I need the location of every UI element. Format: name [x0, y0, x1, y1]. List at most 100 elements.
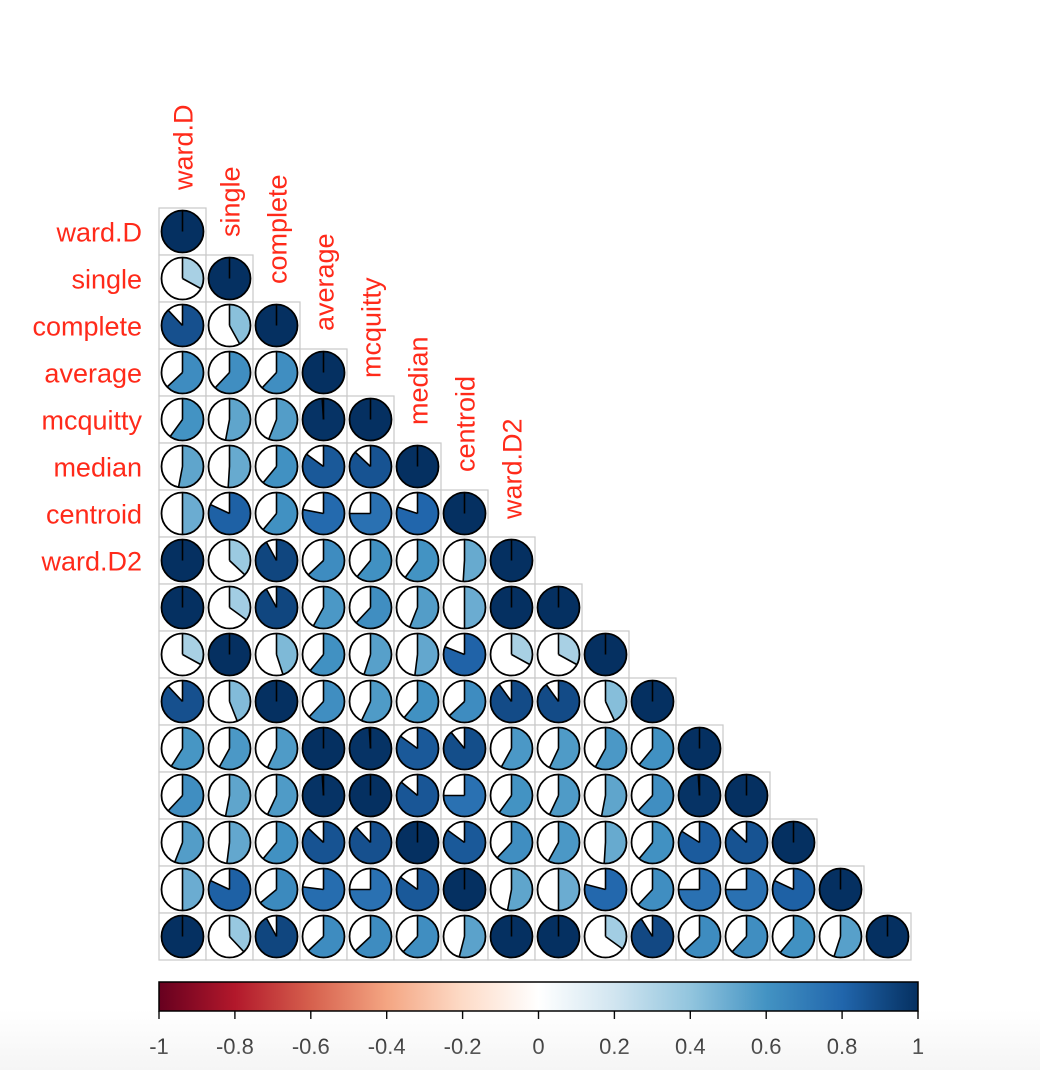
pie-wedge [268, 398, 298, 441]
pie-outline [536, 773, 581, 818]
colorbar-tick-label-8: 0.6 [751, 1034, 782, 1059]
pie-wedge [605, 680, 627, 721]
pie-edge-line [307, 827, 325, 844]
pie-outline [536, 914, 581, 959]
pie-edge-line [210, 879, 230, 891]
pie-cell-13-8 [536, 820, 581, 865]
pie-cell-8-4 [348, 585, 393, 630]
pie-outline [254, 350, 299, 395]
pie-wedge [276, 633, 298, 675]
row-label-1: single [71, 265, 142, 295]
pie-cell-9-2 [254, 632, 299, 677]
pie-edge-line [356, 559, 372, 578]
pie-wedge [548, 821, 580, 864]
pie-wedge [168, 774, 204, 817]
pie-edge-line [774, 879, 794, 891]
pie-cell-6-2 [254, 491, 299, 536]
pie-outline [254, 820, 299, 865]
pie-wedge [497, 821, 533, 864]
pie-edge-line [448, 700, 466, 717]
pie-cell-11-7 [489, 726, 534, 771]
pie-cell-12-5 [395, 773, 440, 818]
pie-edge-line [498, 795, 513, 813]
pie-wedge [313, 586, 345, 629]
pie-edge-line [355, 826, 372, 844]
pie-edge-line [637, 888, 654, 906]
pie-outline [677, 820, 722, 865]
pie-cell-10-5 [395, 679, 440, 724]
pie-outline [536, 679, 581, 724]
pie-wedge [263, 492, 298, 535]
pie-edge-line [266, 795, 278, 815]
pie-edge-line [638, 841, 654, 860]
pie-cell-12-12 [724, 773, 769, 818]
pie-cell-15-10 [630, 914, 675, 959]
pie-wedge [215, 351, 251, 394]
pie-edge-line [498, 684, 513, 702]
pie-wedge [558, 868, 580, 911]
pie-cell-13-5 [395, 820, 440, 865]
pie-wedge [171, 727, 204, 770]
pie-cell-3-1 [207, 350, 252, 395]
pie-edge-line [397, 506, 418, 515]
pie-cell-13-7 [489, 820, 534, 865]
pie-edge-line [545, 684, 560, 702]
pie-wedge [549, 727, 580, 770]
pie-cell-10-9 [583, 679, 628, 724]
pie-edge-line [229, 606, 247, 621]
pie-outline [442, 538, 487, 583]
pie-edge-line [170, 748, 184, 767]
pie-outline [254, 491, 299, 536]
pie-cell-10-6 [442, 679, 487, 724]
pie-cell-12-1 [207, 773, 252, 818]
colorbar-tick-label-7: 0.4 [675, 1034, 706, 1059]
pie-cell-13-12 [724, 820, 769, 865]
pie-edge-line [681, 830, 700, 844]
pie-outline [348, 914, 393, 959]
pie-outline [771, 820, 816, 865]
pie-edge-line [275, 654, 284, 675]
pie-outline [254, 303, 299, 348]
pie-edge-line [605, 935, 623, 950]
pie-edge-line [226, 842, 231, 864]
pie-outline [207, 632, 252, 677]
pie-wedge [309, 680, 345, 723]
col-label-3: average [310, 233, 340, 331]
pie-edge-line [414, 654, 419, 676]
pie-cell-10-10 [630, 679, 675, 724]
pie-cell-9-7 [489, 632, 534, 677]
pie-wedge [263, 445, 298, 488]
pie-outline [207, 679, 252, 724]
pie-cell-9-6 [442, 632, 487, 677]
pie-cell-15-15 [865, 914, 910, 959]
col-label-7: ward.D2 [498, 418, 528, 520]
pie-cell-11-4 [348, 726, 393, 771]
pie-outline [677, 726, 722, 771]
pie-cell-11-1 [207, 726, 252, 771]
pie-cell-12-0 [160, 773, 205, 818]
pie-outline [395, 867, 440, 912]
pie-outline [583, 679, 628, 724]
pie-edge-line [307, 559, 325, 576]
pie-cell-9-3 [301, 632, 346, 677]
pie-cell-13-2 [254, 820, 299, 865]
pie-outline [724, 914, 769, 959]
pie-cell-15-1 [207, 914, 252, 959]
pie-outline [254, 867, 299, 912]
pie-outline [207, 444, 252, 489]
pie-cell-13-3 [301, 820, 346, 865]
pie-outline [442, 820, 487, 865]
pie-edge-line [548, 748, 560, 768]
pie-outline [536, 820, 581, 865]
pie-edge-line [637, 794, 654, 812]
pie-edge-line [228, 325, 241, 345]
pie-cell-14-8 [536, 867, 581, 912]
pie-outline [254, 585, 299, 630]
colorbar-tick-label-10: 1 [912, 1034, 924, 1059]
pie-outline [630, 679, 675, 724]
pie-edge-line [496, 841, 513, 859]
pie-wedge [170, 398, 204, 441]
pie-wedge [403, 915, 439, 958]
pie-cell-10-1 [207, 679, 252, 724]
